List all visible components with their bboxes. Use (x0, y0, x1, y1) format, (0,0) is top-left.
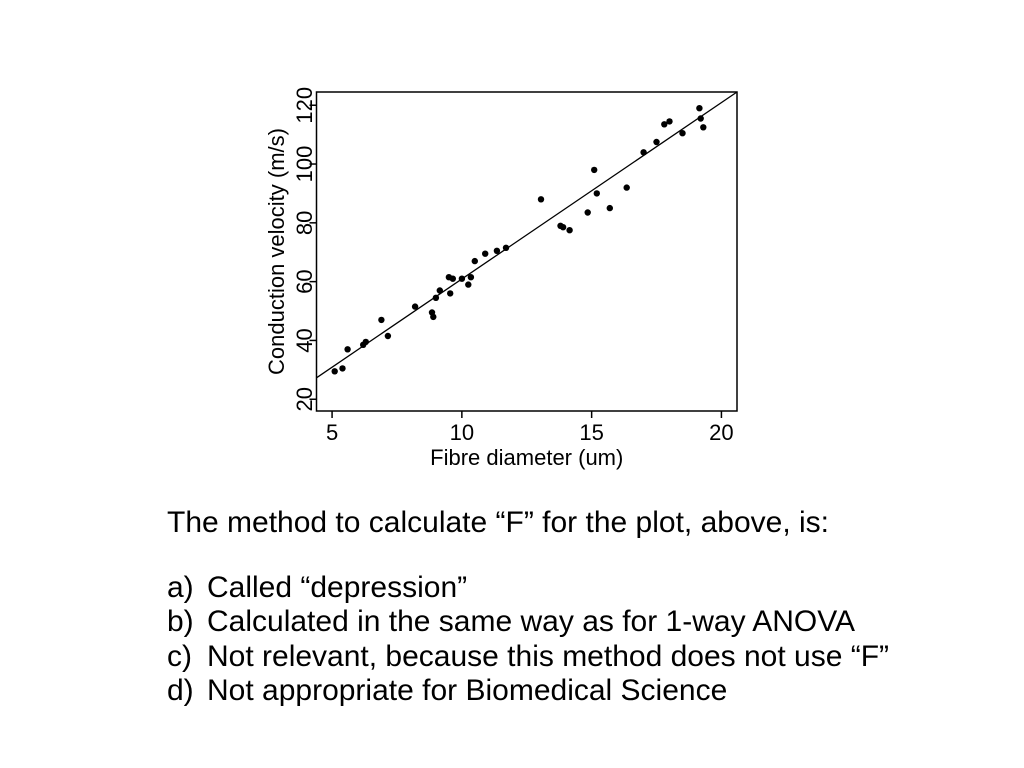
plot-frame (315, 91, 738, 412)
data-point (653, 138, 660, 146)
y-axis: 20 40 60 80 100 120 (292, 87, 317, 412)
data-point (559, 224, 567, 231)
data-point (344, 346, 351, 353)
data-point (436, 287, 443, 294)
option-a-letter: a) (167, 571, 194, 604)
y-tick-label: 60 (292, 269, 317, 293)
scatter-plot: 5 10 15 20 20 40 60 80 100 120 Fibre diameter (um)… (264, 87, 738, 470)
x-tick-label: 20 (709, 420, 733, 445)
data-point (384, 332, 392, 340)
option-d-text: Not appropriate for Biomedical Science (207, 673, 728, 707)
data-point (566, 227, 573, 234)
data-point (432, 294, 440, 301)
x-tick-label: 15 (579, 420, 603, 445)
data-point (537, 196, 545, 203)
data-point (661, 121, 668, 128)
option-a-text: Called “depression” (207, 571, 468, 604)
data-point (411, 303, 419, 310)
data-point (339, 365, 346, 372)
question-text: The method to calculate “F” for the plot… (167, 506, 829, 539)
option-b-letter: b) (167, 605, 194, 639)
data-point (502, 244, 510, 251)
data-point (584, 209, 591, 216)
data-point (362, 338, 369, 346)
option-b-text: Calculated in the same way as for 1-way … (207, 605, 856, 639)
data-point (493, 247, 501, 254)
data-point (696, 105, 703, 112)
data-point (449, 275, 456, 282)
regression-line (316, 91, 738, 379)
option-b: b) Calculated in the same way as for 1-w… (167, 605, 889, 639)
data-point (697, 115, 704, 122)
data-point (623, 184, 630, 191)
option-d-letter: d) (167, 673, 194, 707)
data-point (606, 204, 613, 212)
y-axis-title: Conduction velocity (m/s) (264, 128, 289, 375)
data-point (331, 368, 338, 375)
x-axis: 5 10 15 20 (326, 411, 734, 445)
data-point (591, 166, 598, 174)
option-a: a) Called “depression” (167, 571, 889, 605)
x-tick-label: 5 (326, 420, 338, 445)
data-point (465, 281, 472, 288)
data-point (482, 250, 489, 257)
options-list: a) Called “depression” b) Calculated in … (167, 571, 889, 708)
data-point (471, 257, 478, 265)
data-point (640, 149, 647, 156)
data-points (331, 105, 707, 375)
x-axis-title: Fibre diameter (um) (430, 445, 623, 470)
y-tick-label: 40 (292, 328, 317, 352)
y-tick-label: 100 (292, 146, 317, 183)
data-point (593, 190, 600, 197)
option-d: d) Not appropriate for Biomedical Scienc… (167, 674, 889, 708)
data-point (378, 316, 385, 324)
y-tick-label: 20 (292, 387, 317, 411)
data-point (447, 290, 454, 297)
option-c: c) Not relevant, because this method doe… (167, 640, 889, 674)
option-c-letter: c) (167, 639, 192, 673)
data-point (430, 313, 437, 321)
x-tick-label: 10 (450, 420, 474, 445)
y-tick-label: 80 (292, 211, 317, 235)
data-point (467, 274, 475, 281)
data-point (666, 118, 673, 125)
option-c-text: Not relevant, because this method does n… (207, 639, 890, 673)
y-tick-label: 120 (292, 87, 317, 124)
data-point (458, 275, 466, 282)
data-point (679, 130, 686, 137)
data-point (700, 124, 707, 131)
